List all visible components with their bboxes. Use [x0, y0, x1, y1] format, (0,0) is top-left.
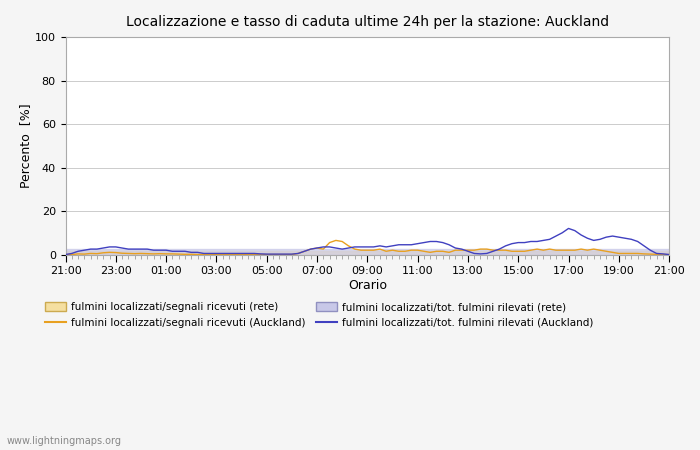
Title: Localizzazione e tasso di caduta ultime 24h per la stazione: Auckland: Localizzazione e tasso di caduta ultime … — [126, 15, 609, 29]
Legend: fulmini localizzati/segnali ricevuti (rete), fulmini localizzati/segnali ricevut: fulmini localizzati/segnali ricevuti (re… — [41, 298, 597, 332]
X-axis label: Orario: Orario — [348, 279, 387, 292]
Y-axis label: Percento  [%]: Percento [%] — [19, 104, 32, 188]
Text: www.lightningmaps.org: www.lightningmaps.org — [7, 436, 122, 446]
